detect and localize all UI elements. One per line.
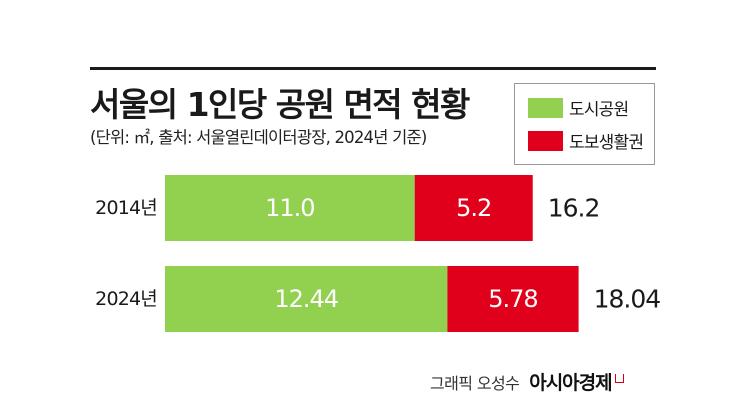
legend-item-walking-zone: 도보생활권 [528,128,644,153]
legend-item-urban-park: 도시공원 [528,95,629,120]
legend: 도시공원 도보생활권 [514,83,655,165]
brand-logo: 아시아경제 [529,368,624,395]
data-label: 5.2 [456,194,491,222]
total-label: 18.04 [594,285,661,314]
data-label: 5.78 [488,285,537,313]
bar-segment-urban-park [165,266,448,332]
legend-label-urban-park: 도시공원 [569,100,629,120]
category-label: 2014년 [95,197,157,219]
bar-segment-walking-zone [414,175,533,241]
bar-segment-walking-zone [447,266,579,332]
chart-title: 서울의 1인당 공원 면적 현황 [90,85,470,124]
data-label: 12.44 [274,285,338,313]
category-label: 2024년 [95,288,157,310]
legend-label-walking-zone: 도보생활권 [569,133,644,153]
data-label: 11.0 [265,194,314,222]
bar-segment-urban-park [165,175,415,241]
brand-mark-icon [614,374,624,383]
legend-swatch-walking-zone [528,130,563,151]
brand-name: 아시아경제 [529,372,612,394]
top-rule [90,67,656,70]
chart-subtitle: (단위: ㎡, 출처: 서울열린데이터광장, 2024년 기준) [90,128,427,147]
graphic-credit: 그래픽 오성수 [430,374,520,393]
footer: 그래픽 오성수 아시아경제 [430,368,624,395]
total-label: 16.2 [548,194,600,223]
legend-swatch-urban-park [528,97,563,118]
